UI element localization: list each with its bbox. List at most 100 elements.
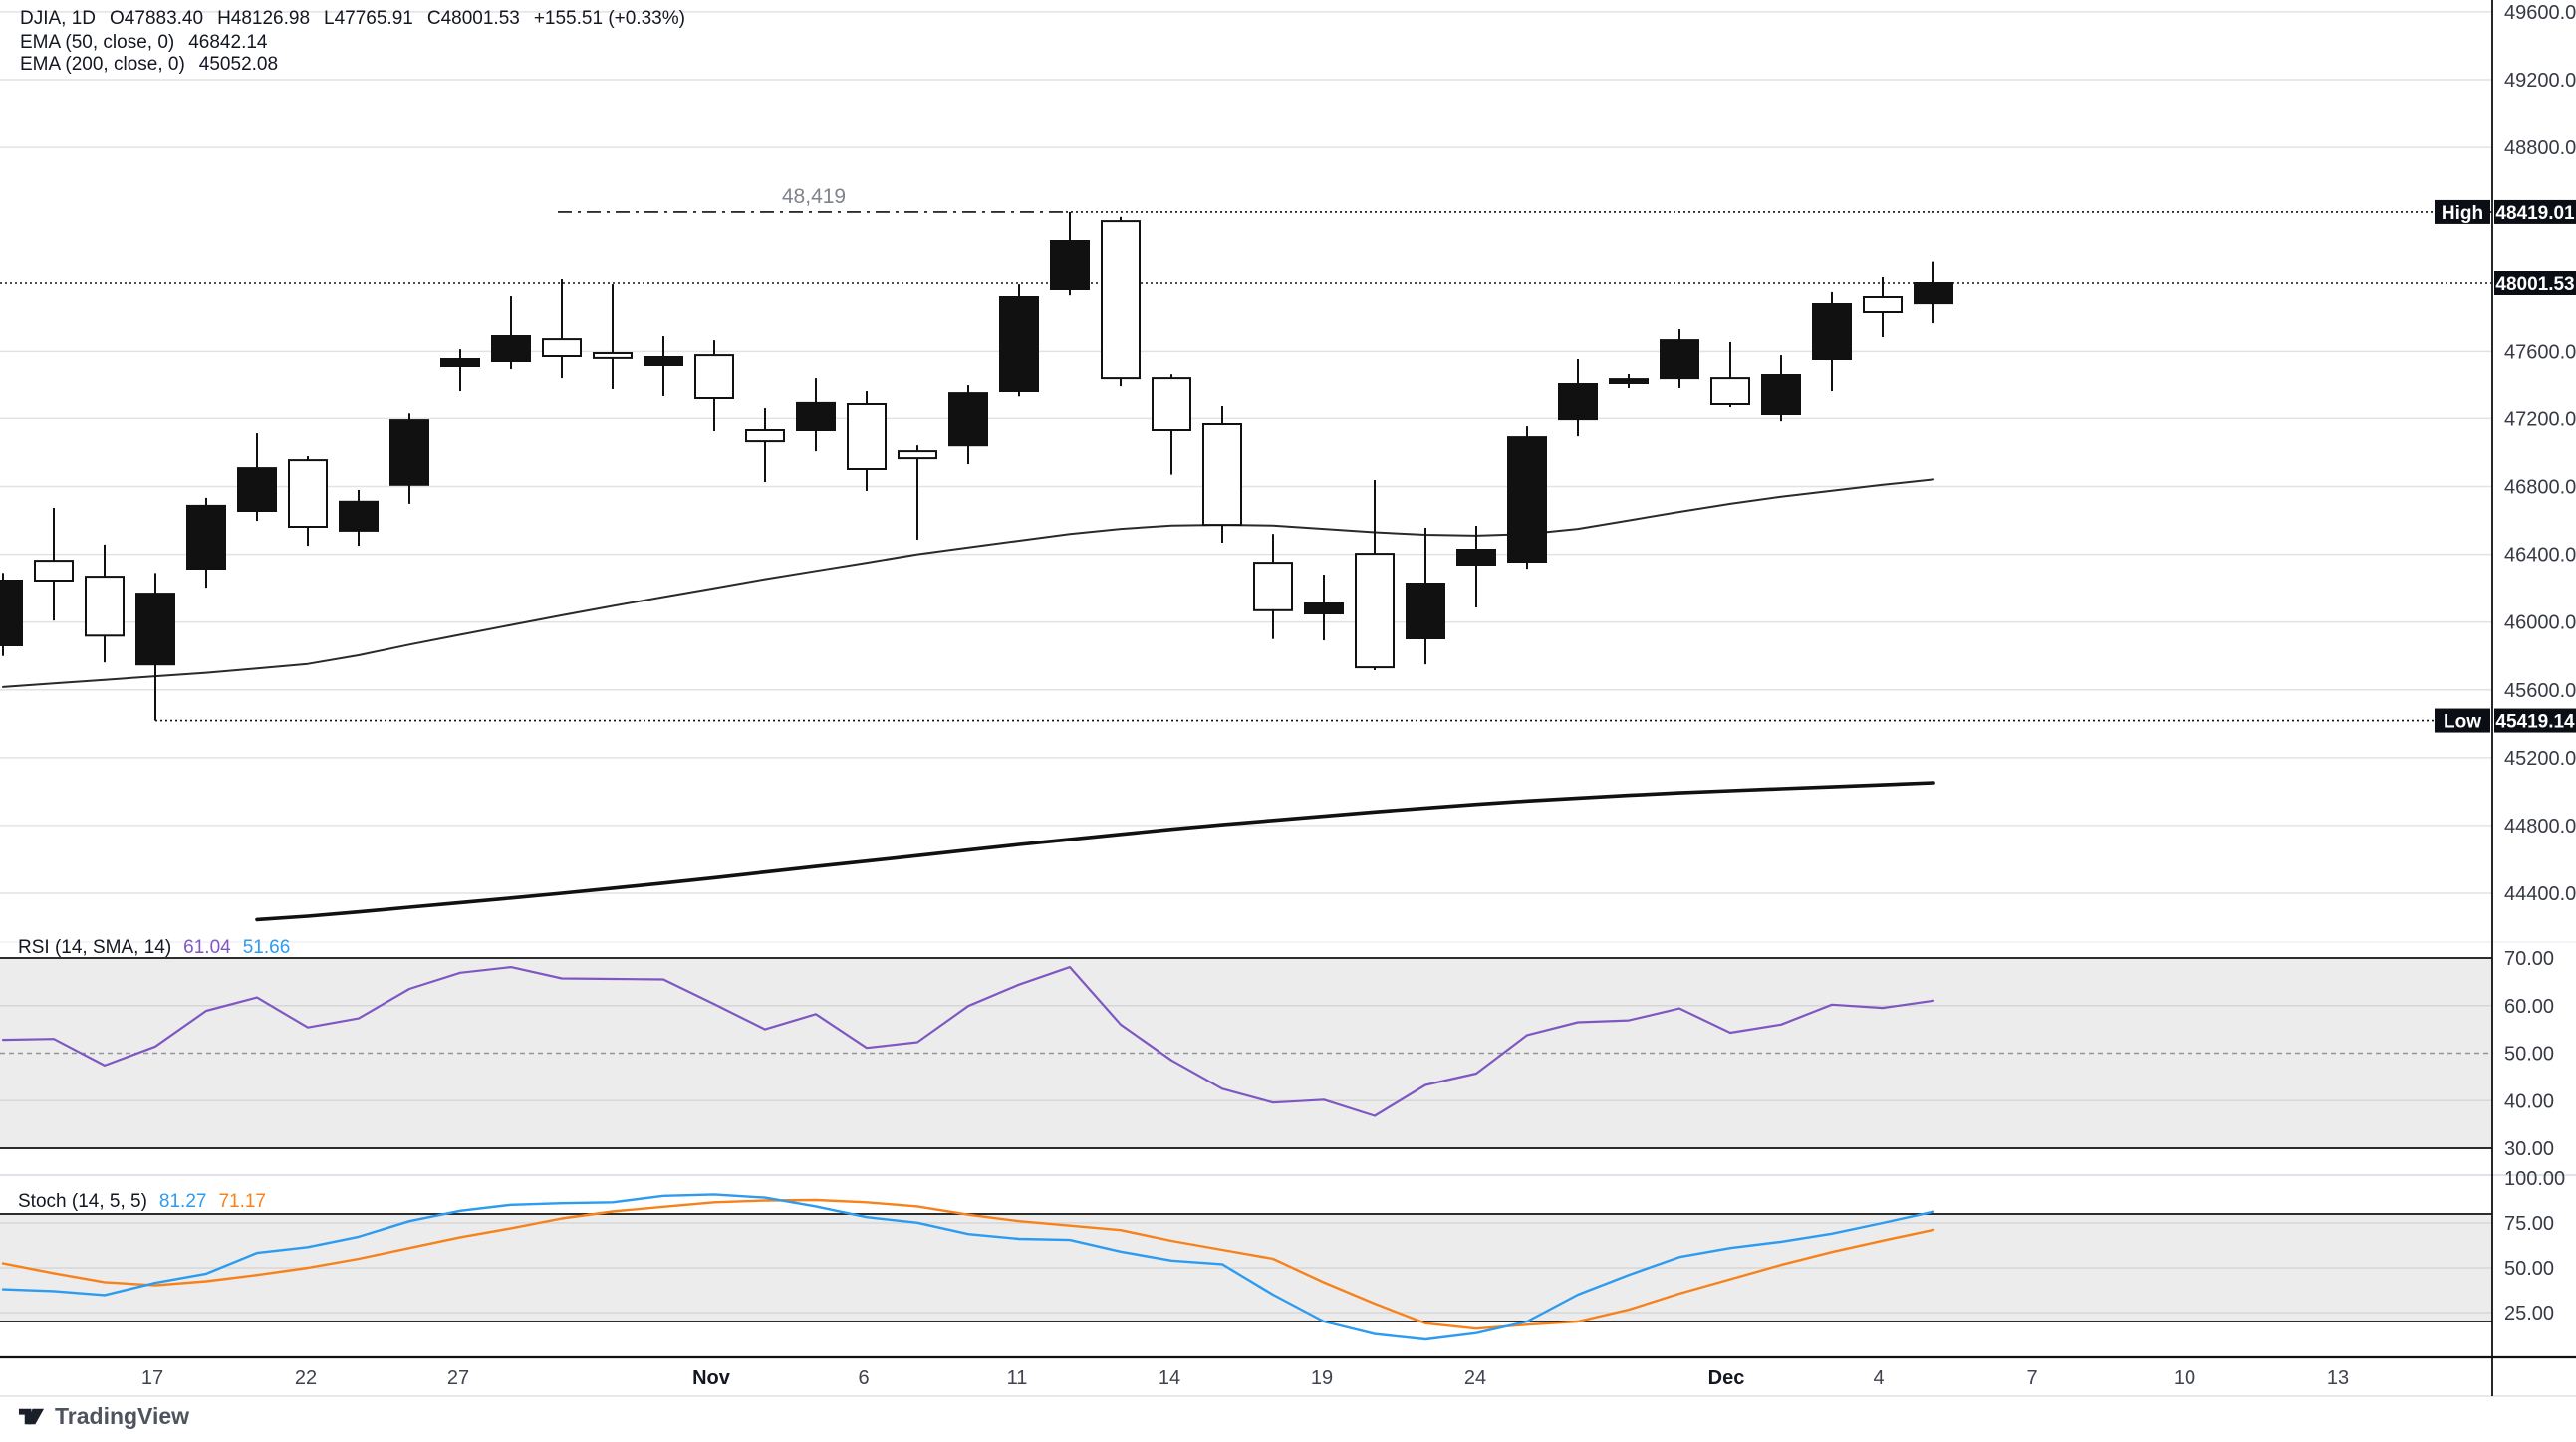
tradingview-brand-text[interactable]: TradingView bbox=[55, 1403, 190, 1429]
symbol-title[interactable]: DJIA, 1D bbox=[20, 8, 97, 29]
price-axis-tick: 49200.00 bbox=[2504, 70, 2576, 92]
ema200-legend[interactable]: EMA (200, close, 0) 45052.08 bbox=[20, 54, 278, 76]
rsi-legend-label[interactable]: RSI (14, SMA, 14) bbox=[18, 937, 172, 958]
rsi-value: 61.04 bbox=[183, 937, 231, 958]
candle[interactable] bbox=[0, 573, 23, 656]
candle[interactable] bbox=[1507, 426, 1547, 570]
legend-open-value: O47883.40 bbox=[110, 8, 204, 29]
rsi-line[interactable] bbox=[1, 965, 1935, 1117]
stoch-d-value: 71.17 bbox=[218, 1191, 266, 1212]
stoch-k-line[interactable] bbox=[1, 1193, 1935, 1341]
candle[interactable] bbox=[1152, 374, 1191, 475]
price-axis-tick: 47200.00 bbox=[2504, 408, 2576, 430]
ema50-legend[interactable]: EMA (50, close, 0) 46842.14 bbox=[20, 32, 267, 54]
candle[interactable] bbox=[1050, 211, 1090, 296]
tradingview-attribution[interactable]: TradingView bbox=[18, 1403, 189, 1430]
ema50-legend-label[interactable]: EMA (50, close, 0) bbox=[20, 32, 175, 53]
candle[interactable] bbox=[34, 507, 74, 621]
price-axis[interactable]: 49600.00 49200.00 48800.00 47600.00 47200.00… bbox=[2435, 2, 2576, 1324]
tradingview-logo-icon[interactable] bbox=[18, 1403, 45, 1430]
candle[interactable] bbox=[288, 456, 328, 547]
legend-low-value: L47765.91 bbox=[324, 8, 413, 29]
rsi-axis-tick: 30.00 bbox=[2504, 1138, 2554, 1160]
time-axis-label: 11 bbox=[1007, 1367, 1028, 1389]
candle[interactable] bbox=[1660, 329, 1699, 388]
time-axis-label: 24 bbox=[1464, 1367, 1486, 1389]
candle[interactable] bbox=[1101, 216, 1141, 387]
candles-layer[interactable] bbox=[0, 211, 1953, 721]
price-axis-tick: 45600.00 bbox=[2504, 680, 2576, 702]
rsi-axis-tick: 60.00 bbox=[2504, 996, 2554, 1018]
time-axis-label: 17 bbox=[141, 1367, 163, 1389]
price-axis-tick: 44800.00 bbox=[2504, 816, 2576, 838]
candle[interactable] bbox=[593, 284, 633, 389]
legend-close-value: C48001.53 bbox=[426, 8, 520, 29]
candle[interactable] bbox=[1710, 341, 1750, 408]
stoch-legend[interactable]: Stoch (14, 5, 5) 81.27 71.17 bbox=[18, 1191, 266, 1213]
high-price-annotation: 48,419 bbox=[782, 185, 846, 208]
candle[interactable] bbox=[796, 378, 836, 452]
stoch-legend-label[interactable]: Stoch (14, 5, 5) bbox=[18, 1191, 147, 1212]
high-label-badge bbox=[2435, 199, 2490, 224]
candle[interactable] bbox=[1812, 291, 1852, 392]
candle[interactable] bbox=[644, 336, 683, 396]
ema200-line[interactable] bbox=[255, 781, 1935, 922]
candle[interactable] bbox=[694, 340, 734, 432]
candle[interactable] bbox=[389, 413, 429, 504]
candle[interactable] bbox=[237, 433, 277, 522]
time-axis-label: 6 bbox=[858, 1367, 869, 1389]
price-axis-tick: 44400.00 bbox=[2504, 883, 2576, 905]
candle[interactable] bbox=[135, 573, 175, 721]
candle[interactable] bbox=[1304, 575, 1344, 641]
stoch-axis-tick: 50.00 bbox=[2504, 1258, 2554, 1280]
stoch-d-line[interactable] bbox=[1, 1198, 1935, 1330]
candle[interactable] bbox=[898, 445, 937, 540]
candle[interactable] bbox=[1558, 359, 1598, 437]
ema200-legend-value: 45052.08 bbox=[198, 54, 279, 75]
candle[interactable] bbox=[847, 391, 887, 491]
candle[interactable] bbox=[745, 408, 785, 483]
candle[interactable] bbox=[1406, 528, 1445, 665]
rsi-axis-tick: 40.00 bbox=[2504, 1090, 2554, 1112]
candle[interactable] bbox=[1863, 276, 1903, 338]
ema50-legend-value: 46842.14 bbox=[188, 32, 268, 53]
candle[interactable] bbox=[542, 279, 582, 379]
candle[interactable] bbox=[339, 489, 379, 547]
candle[interactable] bbox=[85, 544, 125, 663]
candle[interactable] bbox=[1761, 355, 1801, 422]
candle[interactable] bbox=[1202, 406, 1242, 544]
time-axis-label: Nov bbox=[692, 1367, 731, 1389]
price-axis-tick: 49600.00 bbox=[2504, 2, 2576, 24]
svg-text:48001.53: 48001.53 bbox=[2495, 274, 2574, 295]
time-axis[interactable]: 17 22 27 Nov 6 11 14 19 24 Dec 4 7 10 13 bbox=[141, 1367, 2349, 1389]
legend-change-value: +155.51 (+0.33%) bbox=[533, 8, 685, 29]
time-axis-label: 4 bbox=[1873, 1367, 1884, 1389]
svg-text:45419.14: 45419.14 bbox=[2495, 712, 2575, 733]
candle[interactable] bbox=[1456, 526, 1496, 608]
time-axis-label: 22 bbox=[295, 1367, 317, 1389]
symbol-legend[interactable]: DJIA, 1D O47883.40 H48126.98 L47765.91 C… bbox=[20, 8, 685, 30]
time-axis-label: 7 bbox=[2026, 1367, 2037, 1389]
candle[interactable] bbox=[186, 497, 226, 589]
low-label-badge bbox=[2435, 708, 2490, 733]
candle[interactable] bbox=[1355, 480, 1395, 671]
candle[interactable] bbox=[1914, 261, 1953, 324]
ema50-line[interactable] bbox=[2, 478, 1934, 688]
candle[interactable] bbox=[999, 284, 1039, 397]
time-axis-label: 14 bbox=[1159, 1367, 1180, 1389]
candle[interactable] bbox=[1609, 374, 1649, 388]
stoch-axis-tick: 75.00 bbox=[2504, 1213, 2554, 1235]
candle[interactable] bbox=[440, 349, 480, 392]
price-axis-tick: 46400.00 bbox=[2504, 545, 2576, 567]
candle[interactable] bbox=[491, 296, 531, 370]
svg-text:Low: Low bbox=[2444, 712, 2481, 733]
rsi-legend[interactable]: RSI (14, SMA, 14) 61.04 51.66 bbox=[18, 937, 290, 959]
last-price-value-badge bbox=[2494, 270, 2576, 295]
candle[interactable] bbox=[948, 385, 988, 465]
candle[interactable] bbox=[1253, 534, 1293, 639]
ema200-legend-label[interactable]: EMA (200, close, 0) bbox=[20, 54, 185, 75]
low-value-badge bbox=[2494, 708, 2576, 733]
svg-text:High: High bbox=[2442, 203, 2483, 224]
time-axis-label: 19 bbox=[1311, 1367, 1333, 1389]
